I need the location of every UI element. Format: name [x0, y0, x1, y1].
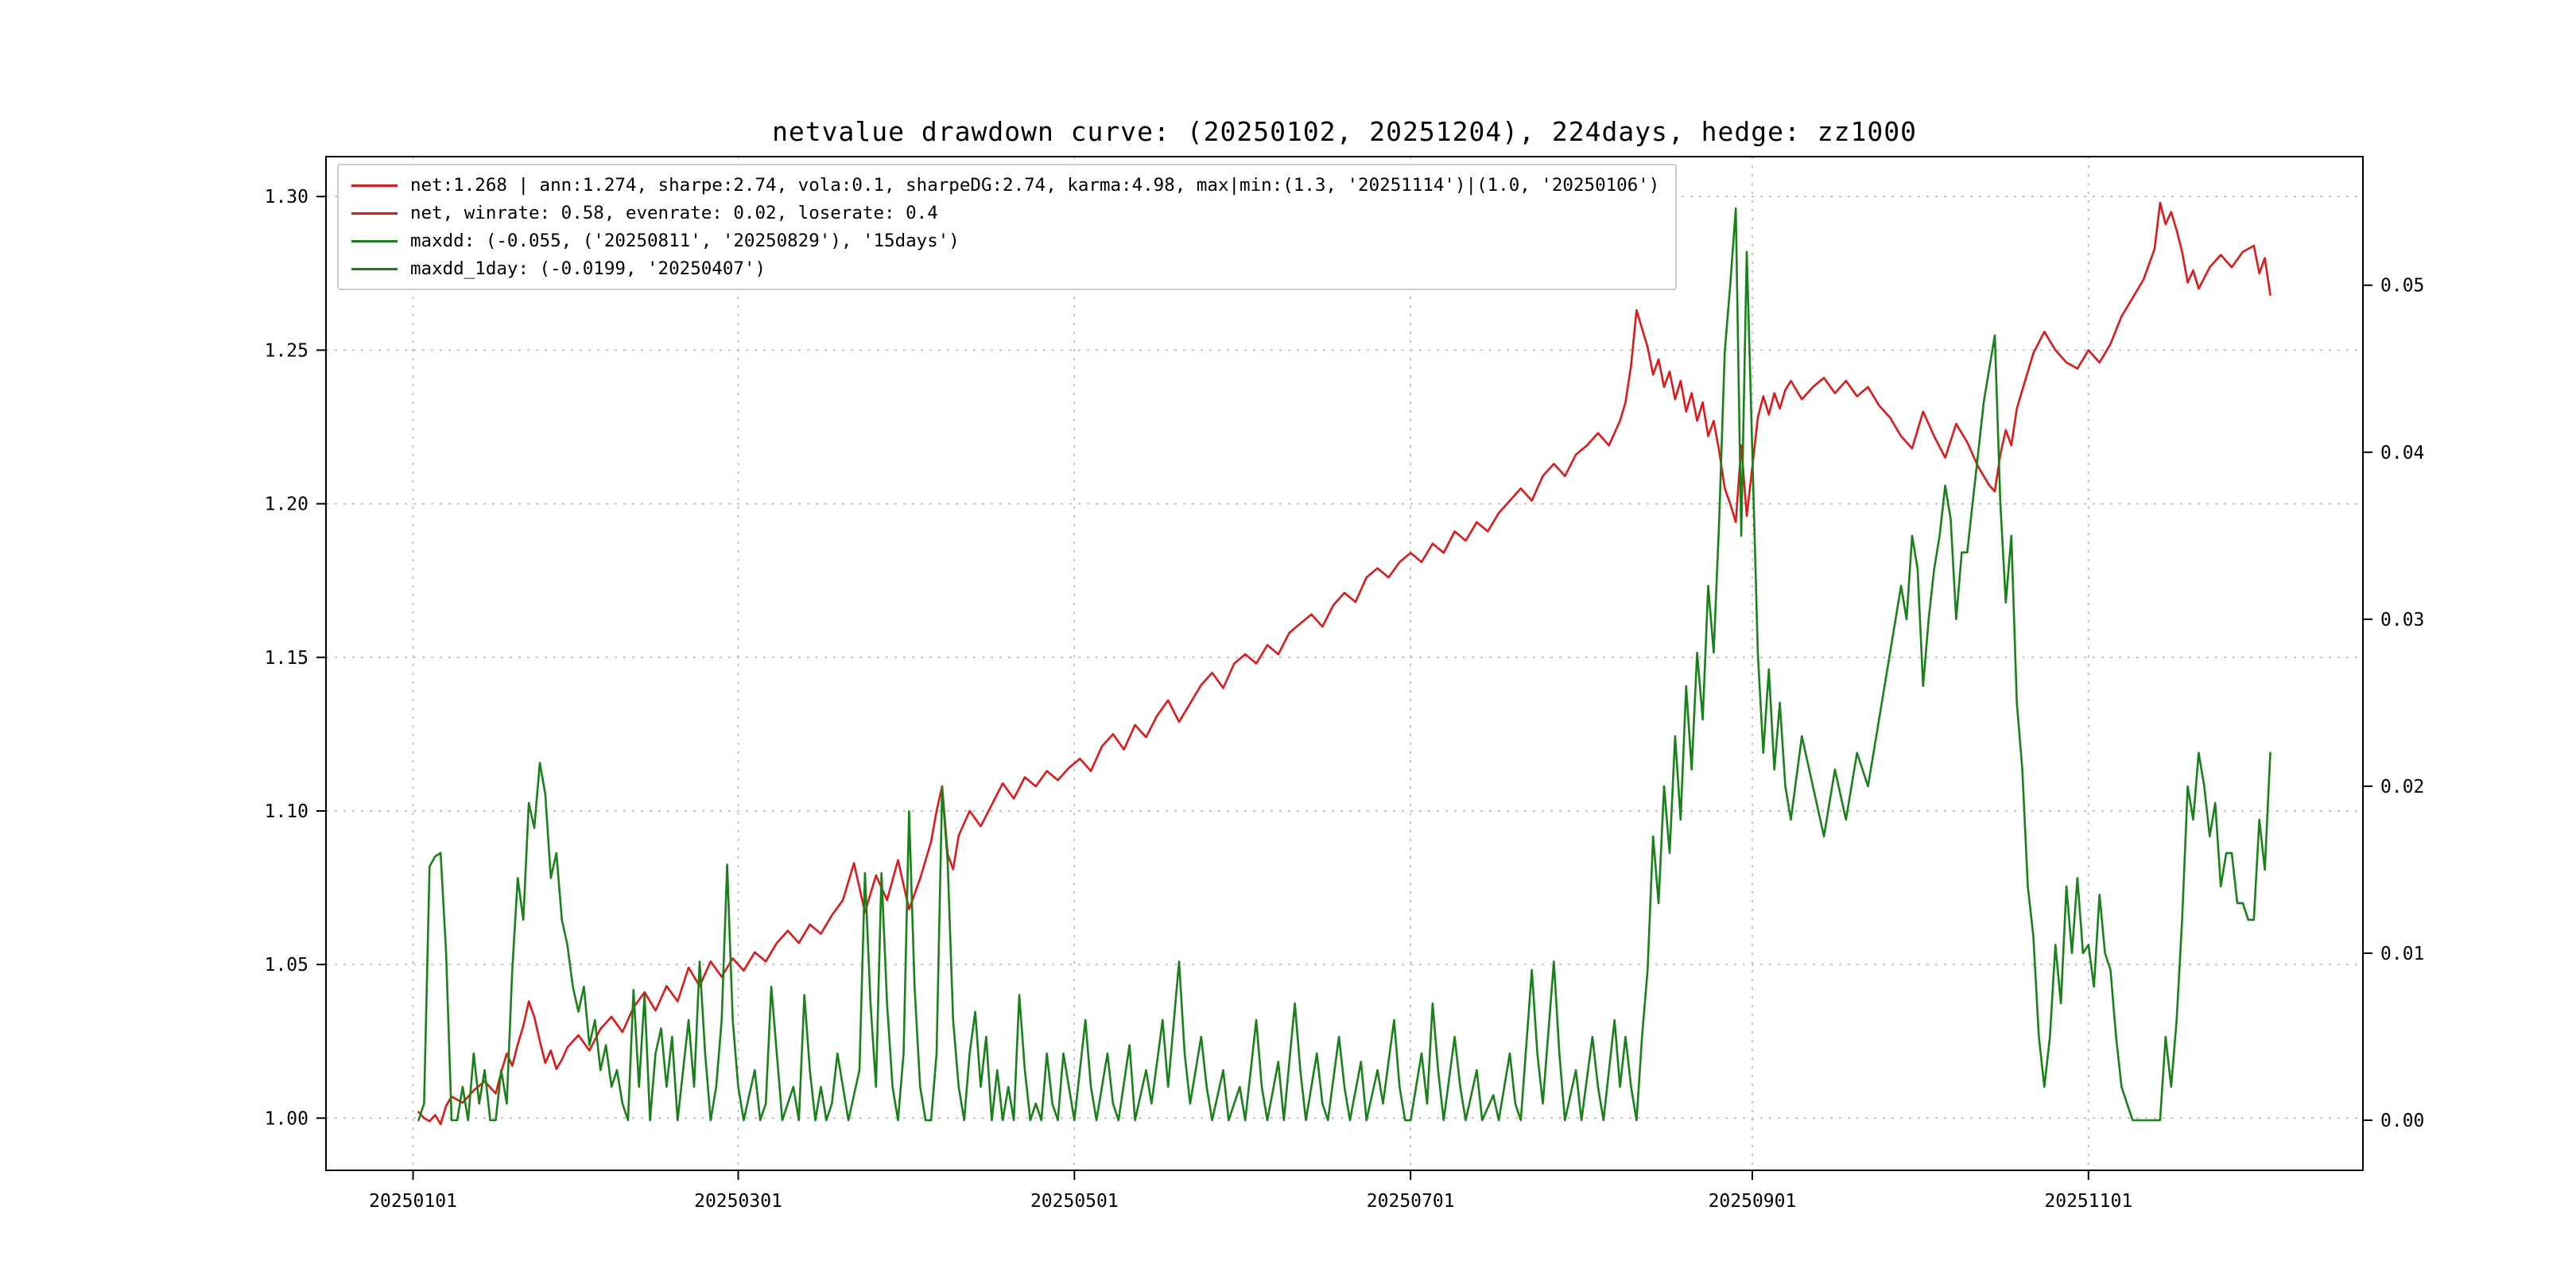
y-left-tick-label: 1.10 [265, 801, 308, 822]
chart-title: netvalue drawdown curve: (20250102, 2025… [772, 116, 1917, 147]
drawdown-curve [417, 207, 2271, 1122]
y-right-tick-label: 0.04 [2380, 443, 2424, 464]
maxdd-1day-line-swatch [351, 267, 398, 270]
maxdd-line-swatch [351, 239, 398, 242]
y-right-tick-label: 0.05 [2380, 276, 2424, 297]
y-right-tick-label: 0.01 [2380, 944, 2424, 964]
plot-border [325, 156, 2364, 1171]
legend-item: net, winrate: 0.58, evenrate: 0.02, lose… [351, 203, 1659, 223]
y-left-tick-label: 1.30 [265, 187, 308, 208]
legend-label-maxdd: maxdd: (-0.055, ('20250811', '20250829')… [410, 231, 960, 251]
x-tick-label: 20250101 [369, 1191, 457, 1212]
legend-label-maxdd-1day: maxdd_1day: (-0.0199, '20250407') [410, 258, 766, 279]
y-left-tick-label: 1.20 [265, 495, 308, 515]
legend-item: maxdd: (-0.055, ('20250811', '20250829')… [351, 231, 1659, 251]
legend-label-net-winrate: net, winrate: 0.58, evenrate: 0.02, lose… [410, 203, 938, 223]
y-right-tick-label: 0.02 [2380, 777, 2424, 797]
net-winrate-line-swatch [351, 211, 398, 215]
y-left-tick-label: 1.25 [265, 340, 308, 361]
net-curve [417, 201, 2271, 1126]
net-line-swatch [351, 184, 398, 187]
legend-item: net:1.268 | ann:1.274, sharpe:2.74, vola… [351, 175, 1659, 196]
y-left-tick-label: 1.05 [265, 955, 308, 976]
x-tick-label: 20250701 [1367, 1191, 1455, 1212]
legend-item: maxdd_1day: (-0.0199, '20250407') [351, 258, 1659, 279]
x-tick-label: 20250501 [1030, 1191, 1119, 1212]
legend: net:1.268 | ann:1.274, sharpe:2.74, vola… [337, 164, 1678, 290]
legend-label-net-stats: net:1.268 | ann:1.274, sharpe:2.74, vola… [410, 175, 1660, 196]
y-left-tick-label: 1.00 [265, 1108, 308, 1129]
y-right-tick-label: 0.00 [2380, 1111, 2424, 1131]
x-tick-label: 20250901 [1709, 1191, 1797, 1212]
x-tick-label: 20250301 [694, 1191, 782, 1212]
x-tick-label: 20251101 [2044, 1191, 2132, 1212]
y-right-tick-label: 0.03 [2380, 610, 2424, 630]
y-left-tick-label: 1.15 [265, 648, 308, 669]
